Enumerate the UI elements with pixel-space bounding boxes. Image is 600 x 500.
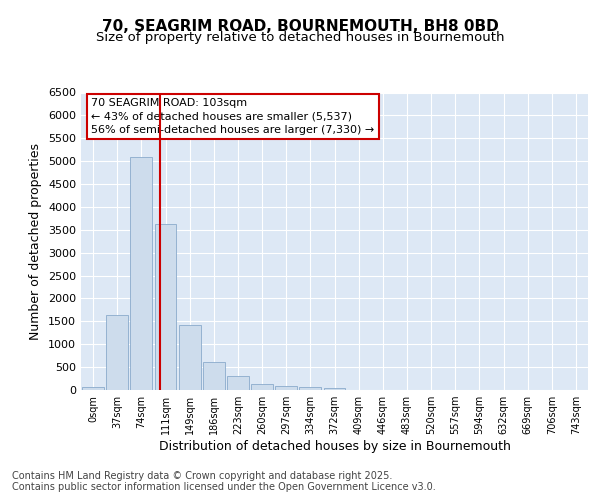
- Bar: [323, 388, 346, 390]
- Bar: [106, 315, 128, 390]
- Text: Contains HM Land Registry data © Crown copyright and database right 2025.: Contains HM Land Registry data © Crown c…: [12, 471, 392, 481]
- Bar: [299, 387, 321, 390]
- Bar: [179, 325, 200, 390]
- Bar: [155, 224, 176, 390]
- Bar: [275, 386, 297, 390]
- Bar: [82, 387, 104, 390]
- Bar: [203, 362, 224, 390]
- X-axis label: Distribution of detached houses by size in Bournemouth: Distribution of detached houses by size …: [158, 440, 511, 453]
- Bar: [130, 156, 152, 390]
- Text: 70 SEAGRIM ROAD: 103sqm
← 43% of detached houses are smaller (5,537)
56% of semi: 70 SEAGRIM ROAD: 103sqm ← 43% of detache…: [91, 98, 374, 135]
- Text: Contains public sector information licensed under the Open Government Licence v3: Contains public sector information licen…: [12, 482, 436, 492]
- Y-axis label: Number of detached properties: Number of detached properties: [29, 143, 43, 340]
- Bar: [227, 376, 249, 390]
- Text: 70, SEAGRIM ROAD, BOURNEMOUTH, BH8 0BD: 70, SEAGRIM ROAD, BOURNEMOUTH, BH8 0BD: [101, 19, 499, 34]
- Text: Size of property relative to detached houses in Bournemouth: Size of property relative to detached ho…: [96, 31, 504, 44]
- Bar: [251, 384, 273, 390]
